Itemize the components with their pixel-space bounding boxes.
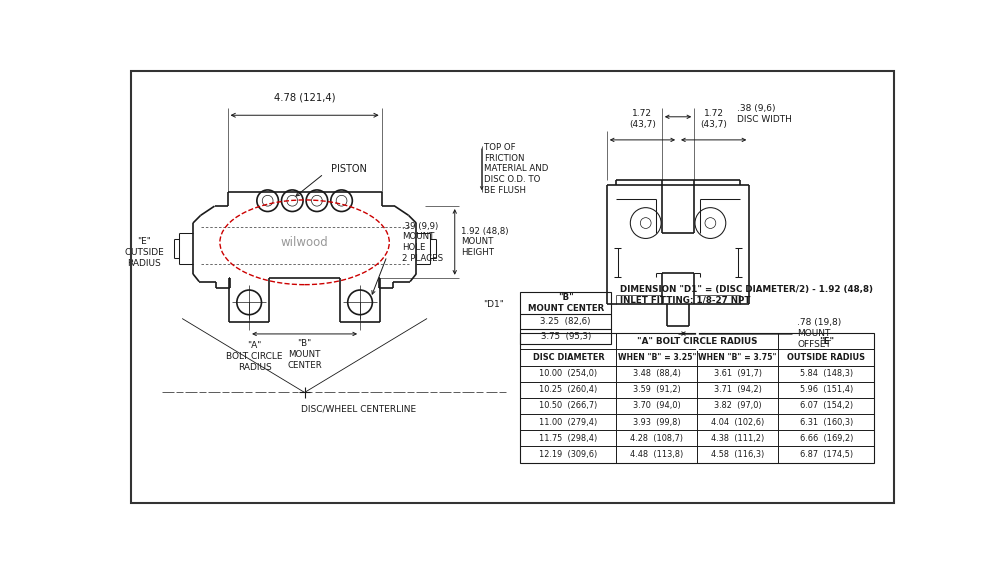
Text: 1.92 (48,8)
MOUNT
HEIGHT: 1.92 (48,8) MOUNT HEIGHT (461, 226, 508, 257)
Text: "A" BOLT CIRCLE RADIUS: "A" BOLT CIRCLE RADIUS (637, 337, 758, 346)
Bar (520, 333, 874, 463)
Text: 3.70  (94,0): 3.70 (94,0) (633, 401, 681, 410)
Text: TOP OF
FRICTION
MATERIAL AND
DISC O.D. TO
BE FLUSH: TOP OF FRICTION MATERIAL AND DISC O.D. T… (484, 143, 548, 195)
Text: .39 (9,9)
MOUNT
HOLE
2 PLACES: .39 (9,9) MOUNT HOLE 2 PLACES (402, 222, 444, 263)
Text: WHEN "B" = 3.25": WHEN "B" = 3.25" (618, 353, 696, 362)
Text: 3.25  (82,6): 3.25 (82,6) (540, 317, 591, 326)
Text: DIMENSION "D1" = (DISC DIAMETER/2) - 1.92 (48,8)
INLET FITTING: 1/8-27 NPT: DIMENSION "D1" = (DISC DIAMETER/2) - 1.9… (620, 285, 873, 304)
Text: 11.75  (298,4): 11.75 (298,4) (539, 434, 597, 443)
Text: 3.75  (95,3): 3.75 (95,3) (541, 332, 591, 341)
Text: DISC DIAMETER: DISC DIAMETER (533, 353, 604, 362)
Text: 4.28  (108,7): 4.28 (108,7) (630, 434, 683, 443)
Text: 11.00  (279,4): 11.00 (279,4) (539, 418, 597, 427)
Text: 3.59  (91,2): 3.59 (91,2) (633, 385, 681, 394)
Text: DISC/WHEEL CENTERLINE: DISC/WHEEL CENTERLINE (301, 404, 416, 413)
Text: 3.61  (91,7): 3.61 (91,7) (714, 369, 762, 378)
Text: WHEN "B" = 3.75": WHEN "B" = 3.75" (698, 353, 777, 362)
Text: "B"
MOUNT CENTER: "B" MOUNT CENTER (528, 294, 604, 313)
Text: 4.78 (121,4): 4.78 (121,4) (274, 93, 335, 103)
Text: "D1": "D1" (483, 300, 504, 309)
Text: 4.58  (116,3): 4.58 (116,3) (711, 450, 764, 459)
Text: 1.72
(43,7): 1.72 (43,7) (629, 109, 656, 129)
Text: .38 (9,6)
DISC WIDTH: .38 (9,6) DISC WIDTH (737, 105, 791, 124)
Text: 12.19  (309,6): 12.19 (309,6) (539, 450, 597, 459)
Text: "A"
BOLT CIRCLE
RADIUS: "A" BOLT CIRCLE RADIUS (226, 341, 283, 372)
Text: OUTSIDE RADIUS: OUTSIDE RADIUS (787, 353, 865, 362)
Text: "E": "E" (819, 337, 834, 346)
Text: wilwood: wilwood (281, 236, 328, 249)
Text: 4.04  (102,6): 4.04 (102,6) (711, 418, 764, 427)
Text: 3.48  (88,4): 3.48 (88,4) (633, 369, 681, 378)
Text: "E"
OUTSIDE
RADIUS: "E" OUTSIDE RADIUS (125, 237, 164, 267)
Text: 3.93  (99,8): 3.93 (99,8) (633, 418, 681, 427)
Text: 4.38  (111,2): 4.38 (111,2) (711, 434, 764, 443)
Text: 3.82  (97,0): 3.82 (97,0) (714, 401, 762, 410)
Text: 10.00  (254,0): 10.00 (254,0) (539, 369, 597, 378)
Bar (520, 292, 611, 344)
Text: 5.84  (148,3): 5.84 (148,3) (800, 369, 853, 378)
Text: 10.25  (260,4): 10.25 (260,4) (539, 385, 597, 394)
Text: 6.66  (169,2): 6.66 (169,2) (800, 434, 853, 443)
Text: 3.71  (94,2): 3.71 (94,2) (714, 385, 762, 394)
Text: 1.72
(43,7): 1.72 (43,7) (700, 109, 727, 129)
Text: .78 (19,8)
MOUNT
OFFSET: .78 (19,8) MOUNT OFFSET (797, 318, 841, 349)
Text: PISTON: PISTON (331, 164, 367, 174)
Text: "B"
MOUNT
CENTER: "B" MOUNT CENTER (287, 339, 322, 370)
Text: 5.96  (151,4): 5.96 (151,4) (800, 385, 853, 394)
Text: 6.87  (174,5): 6.87 (174,5) (800, 450, 853, 459)
Text: 6.07  (154,2): 6.07 (154,2) (800, 401, 853, 410)
Text: 10.50  (266,7): 10.50 (266,7) (539, 401, 597, 410)
Text: 4.48  (113,8): 4.48 (113,8) (630, 450, 684, 459)
Text: 6.31  (160,3): 6.31 (160,3) (800, 418, 853, 427)
